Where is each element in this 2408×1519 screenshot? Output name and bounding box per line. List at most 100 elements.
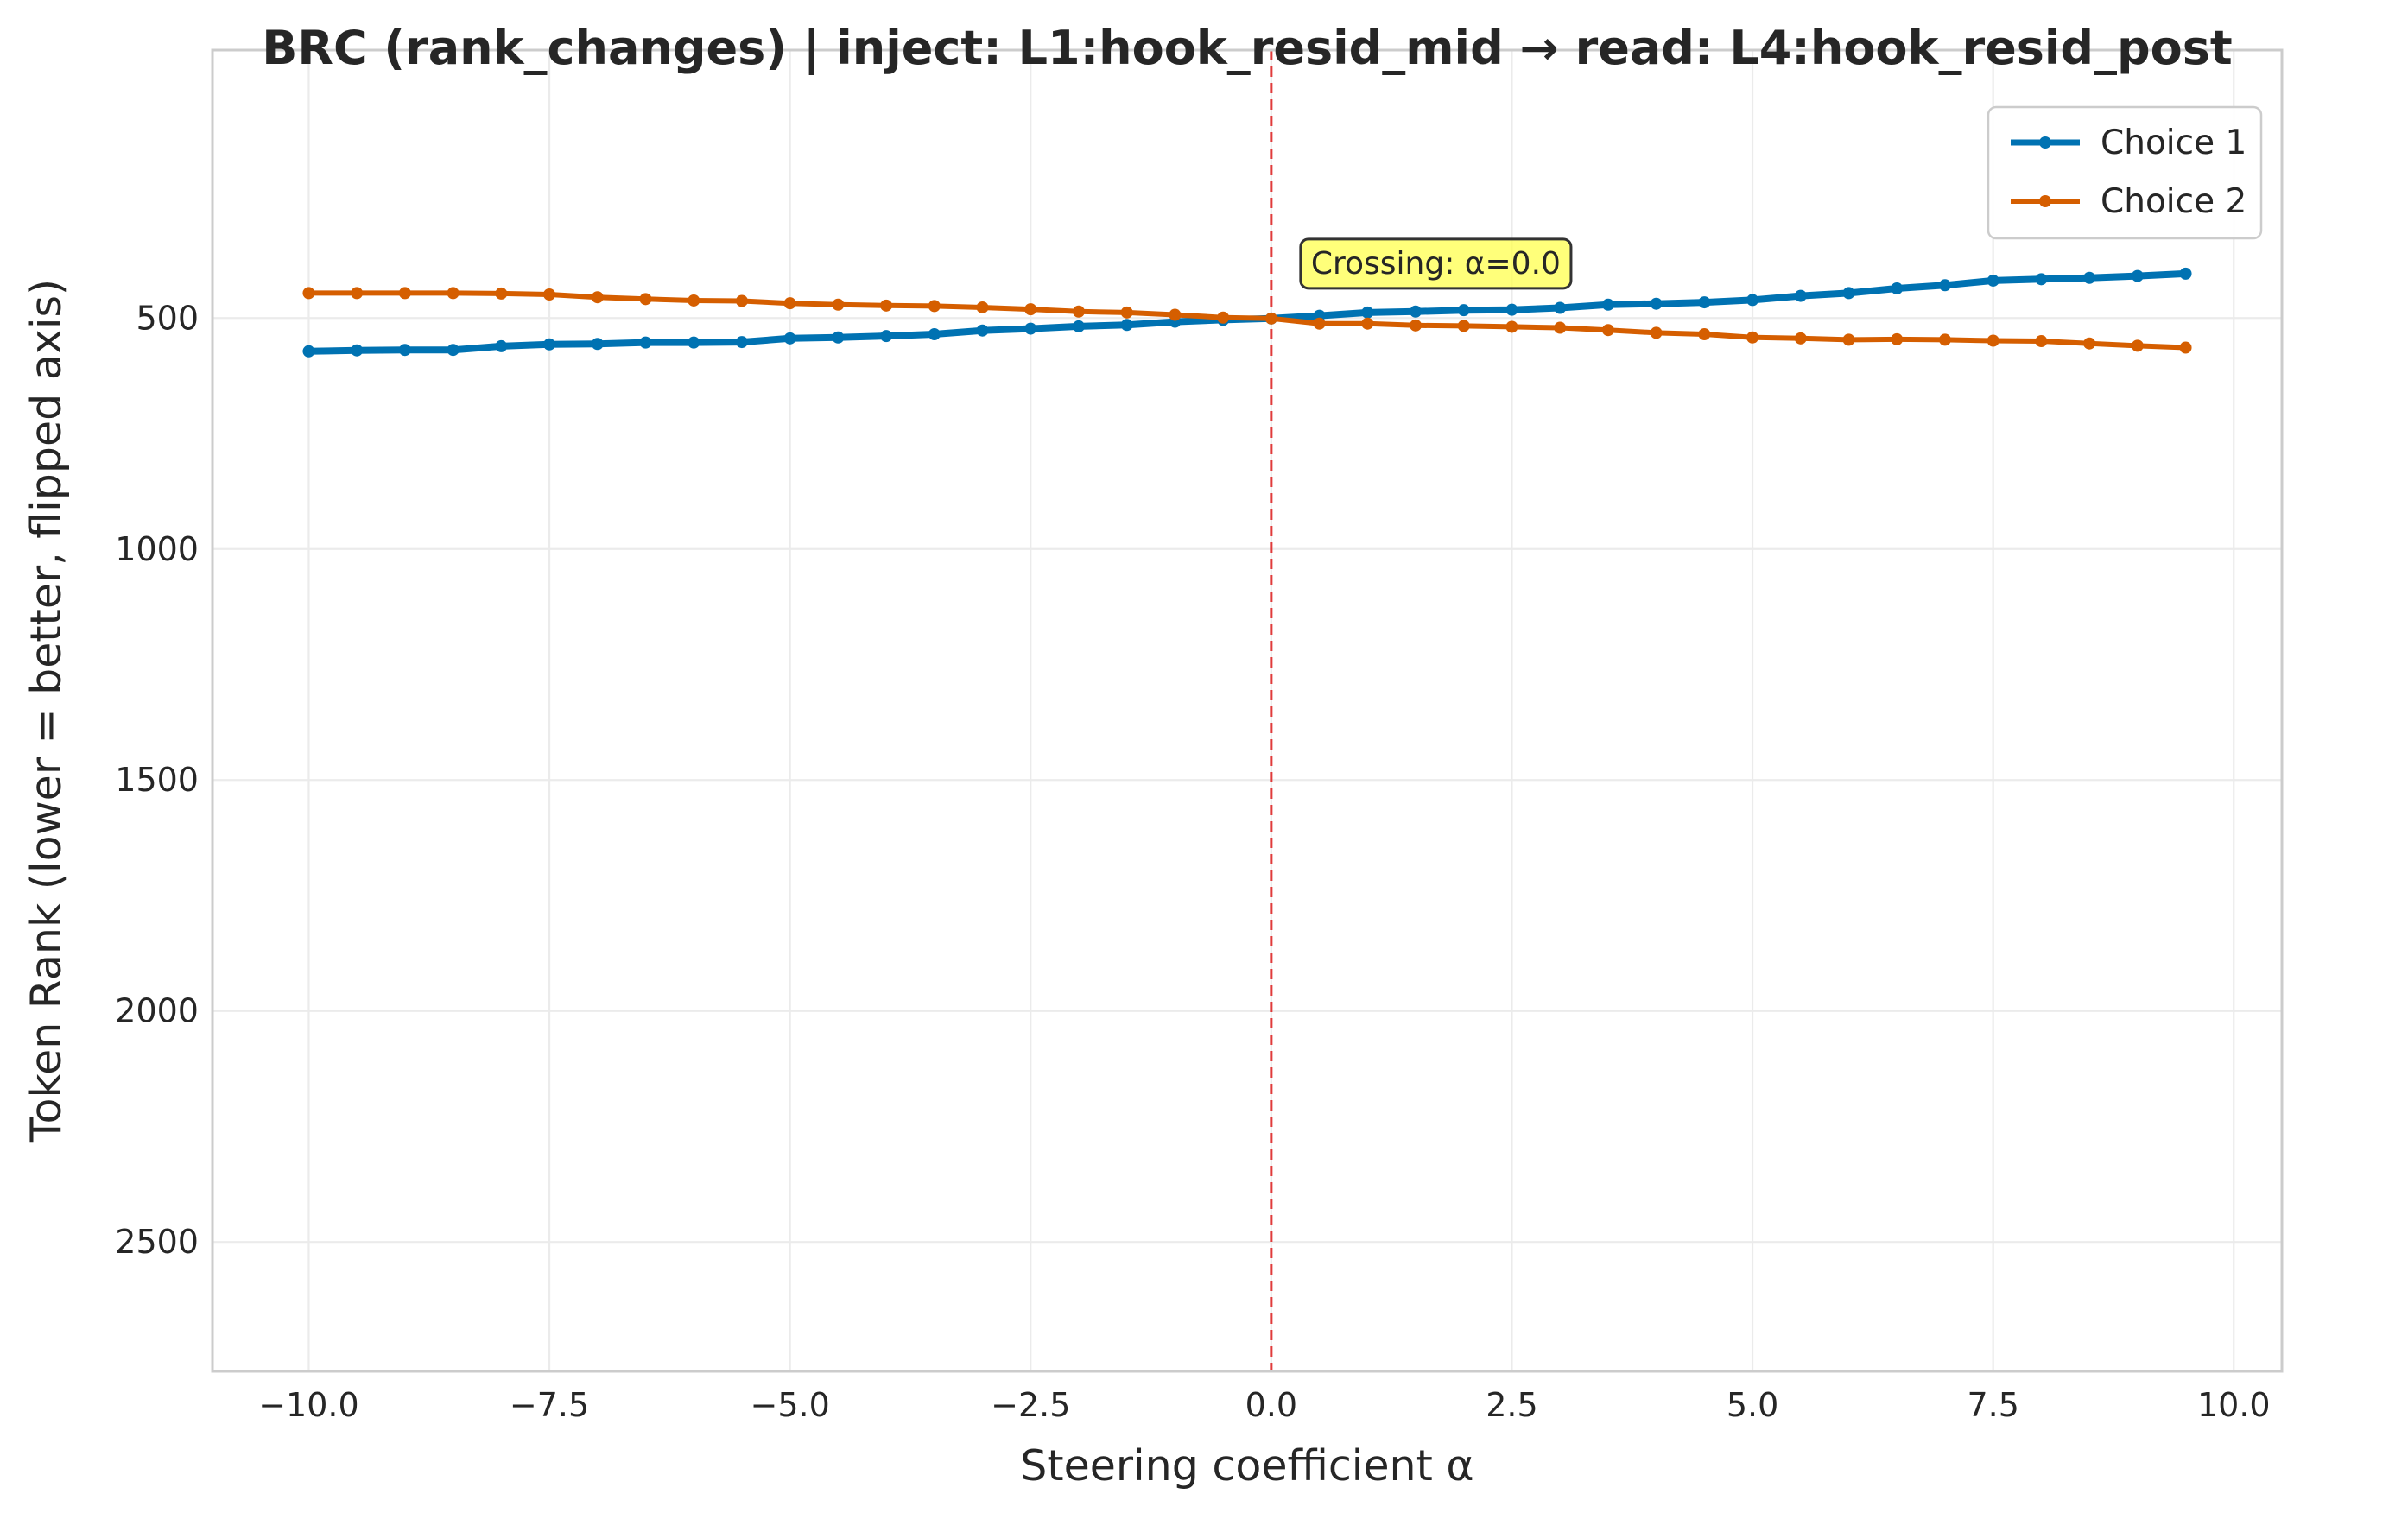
x-tick-label: −5.0 bbox=[751, 1386, 830, 1424]
data-point bbox=[1794, 332, 1807, 345]
data-point bbox=[2035, 335, 2048, 348]
plot-frame bbox=[211, 48, 2284, 1373]
data-point bbox=[639, 336, 652, 349]
legend-entry-1: Choice 1 bbox=[2011, 123, 2246, 162]
data-point bbox=[2083, 337, 2096, 350]
y-axis-ticks: 500 1000 1500 2000 2500 bbox=[115, 299, 199, 1261]
data-point bbox=[1554, 321, 1567, 334]
data-point bbox=[735, 294, 748, 307]
x-tick-label: −10.0 bbox=[258, 1386, 358, 1424]
x-tick-label: 0.0 bbox=[1245, 1386, 1297, 1424]
data-point bbox=[2131, 269, 2144, 282]
data-point bbox=[447, 344, 459, 357]
x-tick-label: −7.5 bbox=[510, 1386, 589, 1424]
legend-entries: Choice 1 Choice 2 bbox=[2011, 123, 2246, 221]
data-point bbox=[1361, 317, 1374, 330]
data-point bbox=[398, 287, 411, 300]
data-point bbox=[1120, 306, 1133, 319]
data-point bbox=[1650, 297, 1663, 310]
data-point bbox=[880, 330, 893, 343]
data-point bbox=[688, 294, 700, 307]
data-point bbox=[495, 287, 508, 300]
data-point bbox=[1410, 305, 1423, 318]
x-axis-label: Steering coefficient α bbox=[1020, 1441, 1473, 1491]
legend: Choice 1 Choice 2 bbox=[1987, 105, 2263, 240]
data-point bbox=[1024, 322, 1037, 335]
data-point bbox=[880, 299, 893, 312]
data-point bbox=[1842, 287, 1855, 300]
data-point bbox=[495, 339, 508, 352]
y-tick-label: 2500 bbox=[115, 1223, 199, 1261]
data-point bbox=[543, 288, 556, 301]
x-tick-label: 10.0 bbox=[2197, 1386, 2271, 1424]
legend-marker bbox=[2039, 195, 2051, 207]
y-tick-label: 2000 bbox=[115, 992, 199, 1030]
series-line bbox=[306, 290, 2189, 351]
data-point bbox=[351, 344, 364, 357]
crossing-annotation: Crossing: α=0.0 bbox=[1299, 237, 1573, 290]
y-tick-label: 1000 bbox=[115, 530, 199, 568]
data-point bbox=[351, 287, 364, 300]
data-point bbox=[2083, 271, 2096, 284]
data-point bbox=[688, 336, 700, 349]
data-point bbox=[2131, 339, 2144, 352]
series-lines bbox=[302, 267, 2192, 358]
legend-label: Choice 2 bbox=[2101, 182, 2246, 221]
crossing-annotation-text: Crossing: α=0.0 bbox=[1311, 246, 1561, 282]
data-point bbox=[2179, 267, 2192, 280]
data-point bbox=[591, 291, 604, 304]
series-2 bbox=[302, 287, 2192, 354]
data-point bbox=[1024, 303, 1037, 316]
data-point bbox=[1554, 301, 1567, 314]
data-point bbox=[302, 287, 315, 300]
data-point bbox=[1987, 274, 1999, 287]
x-tick-label: 5.0 bbox=[1727, 1386, 1778, 1424]
data-point bbox=[1938, 333, 1951, 346]
x-tick-label: −2.5 bbox=[991, 1386, 1070, 1424]
data-point bbox=[1457, 304, 1470, 317]
data-point bbox=[1361, 306, 1374, 319]
data-point bbox=[1987, 334, 1999, 347]
data-point bbox=[302, 345, 315, 358]
data-point bbox=[1746, 331, 1759, 344]
data-point bbox=[1698, 328, 1711, 341]
data-point bbox=[832, 331, 845, 344]
data-point bbox=[1650, 326, 1663, 339]
data-point bbox=[1891, 332, 1904, 345]
data-point bbox=[543, 338, 556, 351]
data-point bbox=[1120, 319, 1133, 332]
data-point bbox=[783, 332, 796, 345]
data-point bbox=[976, 301, 989, 313]
legend-marker bbox=[2039, 136, 2051, 149]
chart-title: BRC (rank_changes) | inject: L1:hook_res… bbox=[262, 21, 2232, 75]
crossing-annotation-box bbox=[1299, 237, 1573, 290]
data-point bbox=[447, 287, 459, 300]
data-point bbox=[1505, 303, 1518, 316]
legend-label: Choice 1 bbox=[2101, 123, 2246, 162]
data-point bbox=[783, 297, 796, 310]
data-point bbox=[1313, 317, 1326, 330]
data-point bbox=[1794, 289, 1807, 302]
data-point bbox=[1072, 305, 1085, 318]
data-point bbox=[1505, 320, 1518, 333]
data-point bbox=[591, 338, 604, 351]
y-tick-label: 500 bbox=[136, 299, 199, 337]
x-tick-label: 2.5 bbox=[1486, 1386, 1537, 1424]
data-point bbox=[398, 344, 411, 357]
data-point bbox=[1217, 311, 1230, 324]
data-point bbox=[928, 300, 941, 313]
data-point bbox=[639, 293, 652, 306]
data-point bbox=[832, 298, 845, 311]
data-point bbox=[1746, 294, 1759, 307]
data-point bbox=[1601, 298, 1614, 311]
data-point bbox=[1264, 312, 1277, 325]
data-point bbox=[928, 328, 941, 341]
data-point bbox=[1072, 320, 1085, 332]
data-point bbox=[1410, 319, 1423, 332]
data-point bbox=[1169, 308, 1182, 321]
legend-entry-2: Choice 2 bbox=[2011, 182, 2246, 221]
data-point bbox=[1698, 296, 1711, 309]
data-point bbox=[1457, 320, 1470, 332]
